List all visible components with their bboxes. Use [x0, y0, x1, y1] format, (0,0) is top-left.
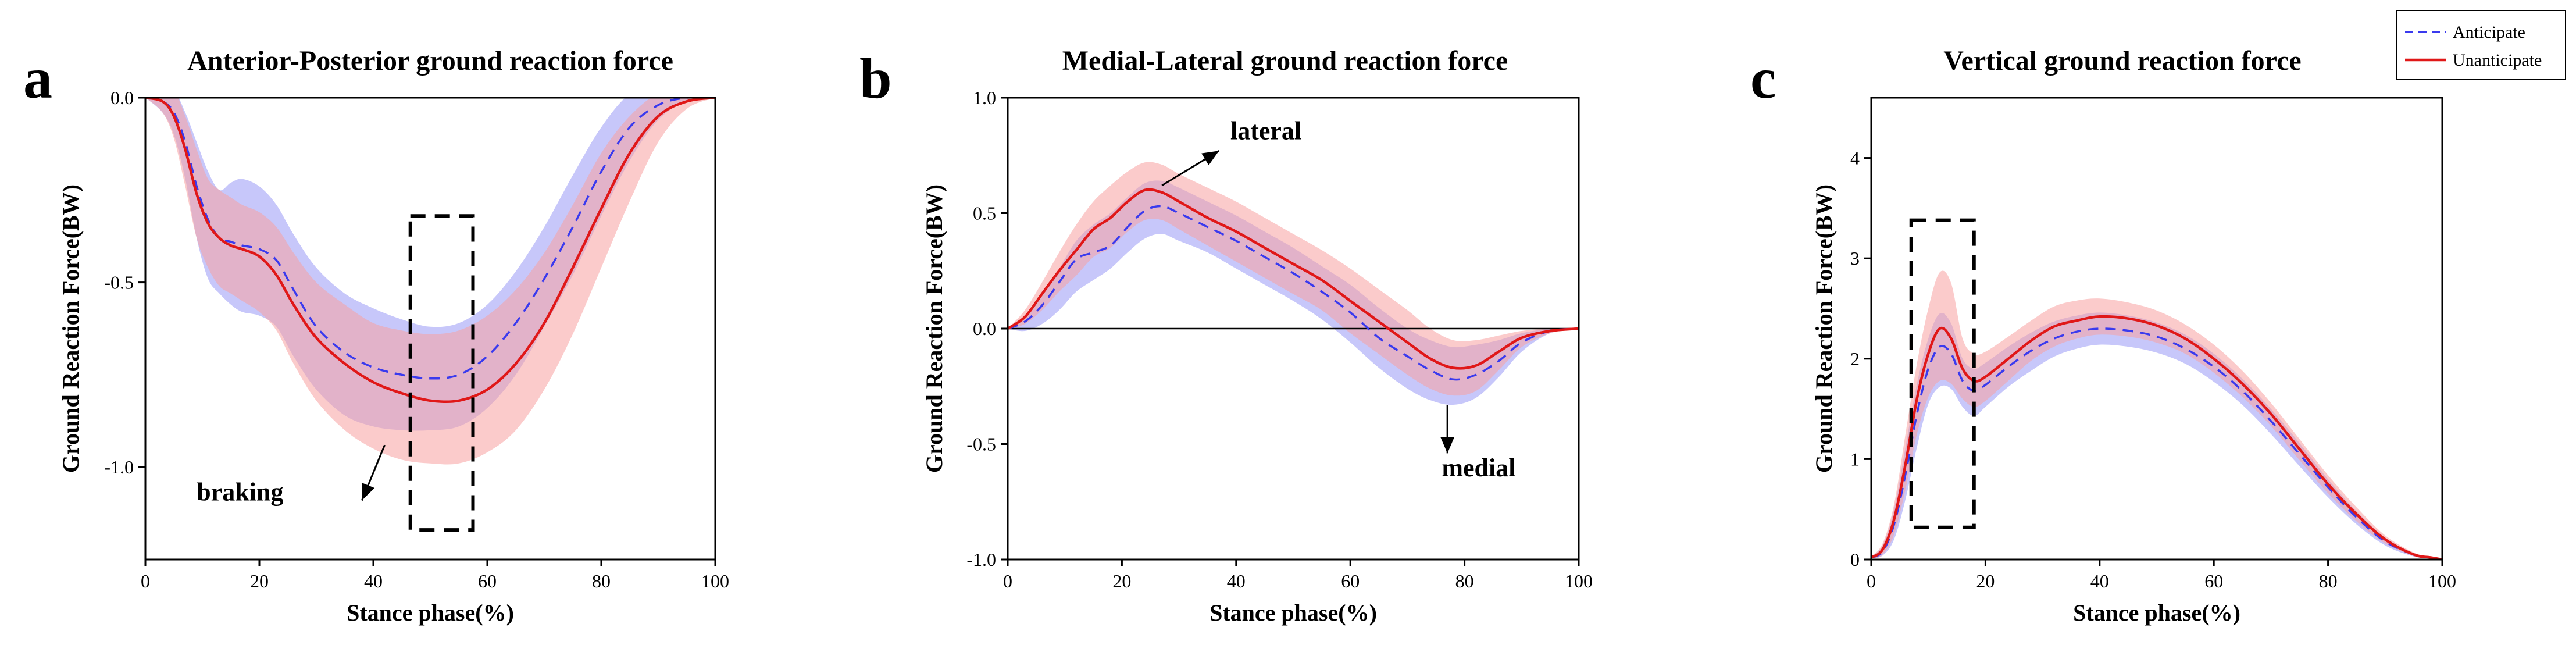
legend: Anticipate Unanticipate — [2396, 10, 2566, 80]
x-tick-label: 20 — [250, 571, 269, 591]
unanticipate-sd-band — [1008, 162, 1579, 396]
y-tick-label: -1.0 — [966, 549, 996, 570]
panel-letter: c — [1750, 46, 1776, 111]
x-tick-label: 0 — [1003, 571, 1012, 591]
y-tick-label: 4 — [1850, 148, 1860, 169]
x-axis-label: Stance phase(%) — [1209, 600, 1377, 626]
unanticipate-mean-line — [1008, 188, 1579, 370]
chart-title: Medial-Lateral ground reaction force — [1062, 45, 1508, 76]
y-axis-label: Ground Reaction Force(BW) — [58, 184, 84, 473]
x-tick-label: 80 — [592, 571, 611, 591]
annotation-arrow-head — [1201, 151, 1219, 166]
anticipate-sd-band — [145, 98, 715, 431]
y-axis-label: Ground Reaction Force(BW) — [921, 184, 947, 473]
unanticipate-sd-band — [145, 98, 715, 465]
y-tick-label: 0 — [1850, 549, 1860, 570]
x-tick-label: 40 — [364, 571, 383, 591]
y-tick-label: -0.5 — [966, 434, 996, 455]
y-axis-label: Ground Reaction Force(BW) — [1811, 184, 1837, 473]
plot-area — [1008, 162, 1579, 405]
x-tick-label: 60 — [2204, 571, 2223, 591]
highlight-box — [408, 214, 475, 532]
x-tick-label: 60 — [478, 571, 497, 591]
x-tick-label: 60 — [1341, 571, 1360, 591]
panel-a: 0 20 40 60 80 100 0.0 -0.5 -1.0 Stance phase(%) Gr… — [23, 45, 729, 626]
y-tick-label: 0.5 — [973, 203, 996, 224]
x-tick-label: 80 — [1455, 571, 1474, 591]
plot-area — [145, 98, 715, 465]
y-tick-label: 0.0 — [973, 318, 996, 339]
annotation-arrow-head — [1440, 437, 1455, 454]
y-tick-label: 1 — [1850, 448, 1860, 469]
y-tick-label: -0.5 — [104, 272, 134, 293]
x-axis-label: Stance phase(%) — [347, 600, 514, 626]
unanticipate-sd-band — [1871, 270, 2442, 560]
x-tick-label: 80 — [2319, 571, 2338, 591]
x-tick-label: 100 — [1565, 571, 1593, 591]
x-tick-label: 100 — [2428, 571, 2456, 591]
y-tick-label: 3 — [1850, 248, 1860, 269]
annotation-medial: medial — [1442, 454, 1515, 482]
anticipate-mean-line — [145, 98, 715, 380]
annotation-braking: braking — [197, 477, 283, 506]
annotation-lateral: lateral — [1230, 116, 1301, 145]
axes-frame — [144, 97, 716, 561]
x-tick-label: 40 — [1227, 571, 1246, 591]
unanticipate-mean-line — [145, 98, 715, 404]
x-tick-label: 0 — [141, 571, 150, 591]
y-tick-label: 1.0 — [973, 87, 996, 108]
chart-title: Anterior-Posterior ground reaction force — [187, 45, 673, 76]
x-tick-label: 100 — [701, 571, 729, 591]
x-tick-label: 20 — [1112, 571, 1131, 591]
x-tick-label: 40 — [2090, 571, 2109, 591]
y-tick-label: 0.0 — [110, 87, 134, 108]
axes-frame — [1870, 97, 2443, 561]
panel-letter: a — [23, 46, 52, 111]
highlight-box — [1909, 218, 1976, 529]
panel-c: 0 20 40 60 80 100 0 1 2 3 4 Stance phase(%) Ground R… — [1750, 45, 2456, 626]
y-tick-label: 2 — [1850, 348, 1860, 369]
x-tick-label: 20 — [1976, 571, 1995, 591]
annotation-arrow-head — [361, 482, 375, 501]
x-tick-label: 0 — [1867, 571, 1876, 591]
anticipate-mean-line — [1871, 327, 2442, 560]
panel-b: 0 20 40 60 80 100 1.0 0.5 0.0 -0.5 -1.0 Stance phas… — [859, 45, 1593, 626]
chart-title: Vertical ground reaction force — [1943, 45, 2301, 76]
legend-box — [2396, 10, 2566, 80]
legend-label-unanticipate: Unanticipate — [2453, 51, 2542, 70]
x-axis-label: Stance phase(%) — [2073, 600, 2240, 626]
panel-letter: b — [859, 46, 892, 111]
plot-area — [1871, 270, 2442, 560]
unanticipate-mean-line — [1871, 315, 2442, 560]
legend-label-anticipate: Anticipate — [2453, 23, 2525, 42]
anticipate-mean-line — [1008, 205, 1579, 381]
y-tick-label: -1.0 — [104, 457, 134, 477]
